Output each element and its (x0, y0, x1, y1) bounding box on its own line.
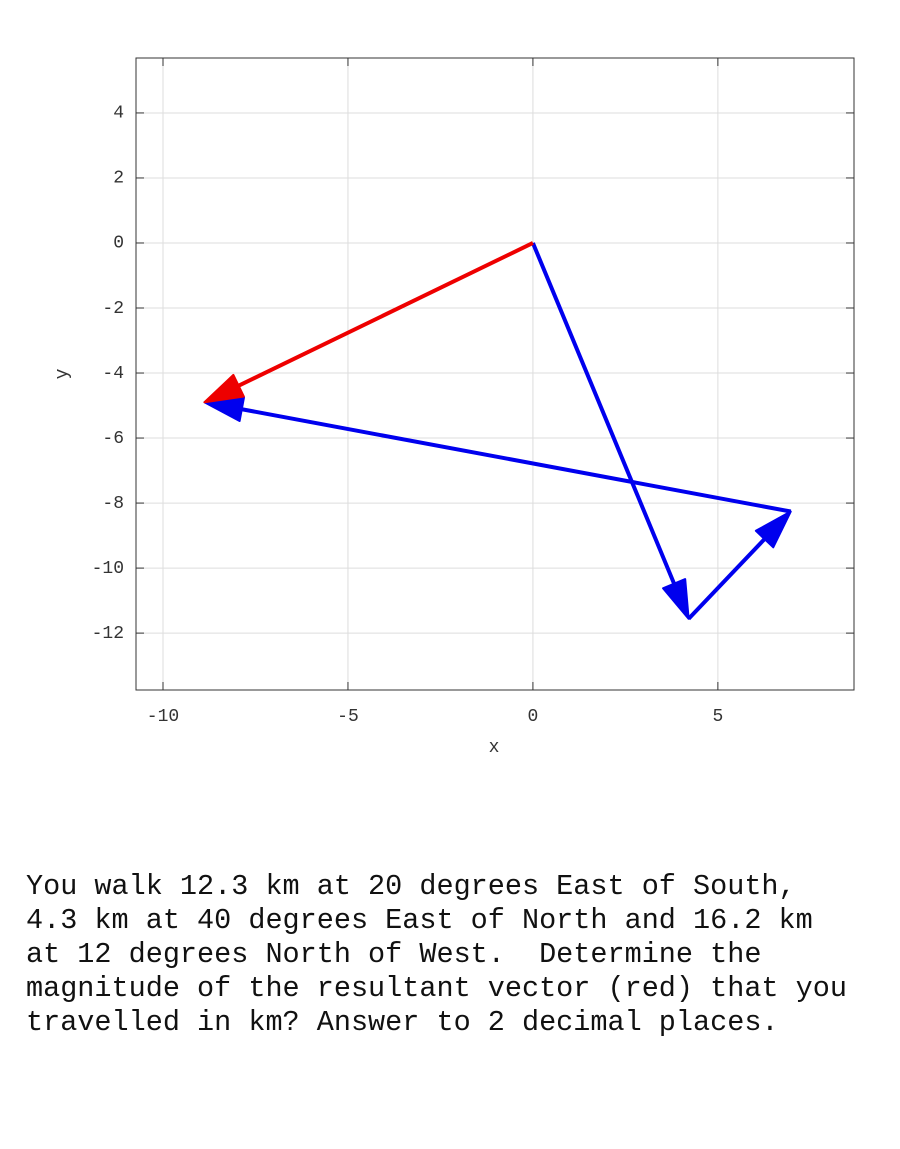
x-tick-label: 0 (528, 707, 539, 727)
question-line: travelled in km? Answer to 2 decimal pla… (26, 1006, 779, 1039)
vector-arrow (687, 534, 769, 621)
y-tick-label: -10 (92, 559, 124, 579)
x-tick-label: 5 (712, 707, 723, 727)
y-axis-label: y (53, 368, 73, 379)
arrow-head (203, 373, 245, 404)
y-tick-label: -8 (102, 494, 124, 514)
y-tick-label: 2 (113, 169, 124, 189)
plot-frame (135, 57, 855, 691)
question-line: magnitude of the resultant vector (red) … (26, 972, 847, 1005)
y-tick-label: -2 (102, 299, 124, 319)
x-tick-label: -5 (337, 707, 359, 727)
y-tick-label: -12 (92, 624, 124, 644)
arrow-head (662, 578, 690, 620)
vector-arrow (531, 242, 678, 589)
y-tick-label: 0 (113, 234, 124, 254)
question: You walk 12.3 km at 20 degrees East of S… (26, 870, 847, 1040)
question-line: 4.3 km at 40 degrees East of North and 1… (26, 904, 813, 937)
y-tick-label: 4 (113, 104, 124, 124)
vector-arrow (237, 406, 792, 514)
y-tick-label: -6 (102, 429, 124, 449)
x-axis-label: x (489, 738, 500, 758)
vector-series (203, 242, 792, 621)
chart: x y -10 -5 0 5 -12 -10 -8 -6 -4 -2 0 2 4 (53, 57, 855, 758)
question-line: You walk 12.3 km at 20 degrees East of S… (26, 870, 796, 903)
arrow-head (754, 510, 792, 549)
question-line: at 12 degrees North of West. Determine t… (26, 938, 762, 971)
x-tick-label: -10 (147, 707, 179, 727)
vector-arrow (234, 241, 534, 390)
y-tick-label: -4 (102, 364, 124, 384)
vector-series (203, 241, 534, 404)
